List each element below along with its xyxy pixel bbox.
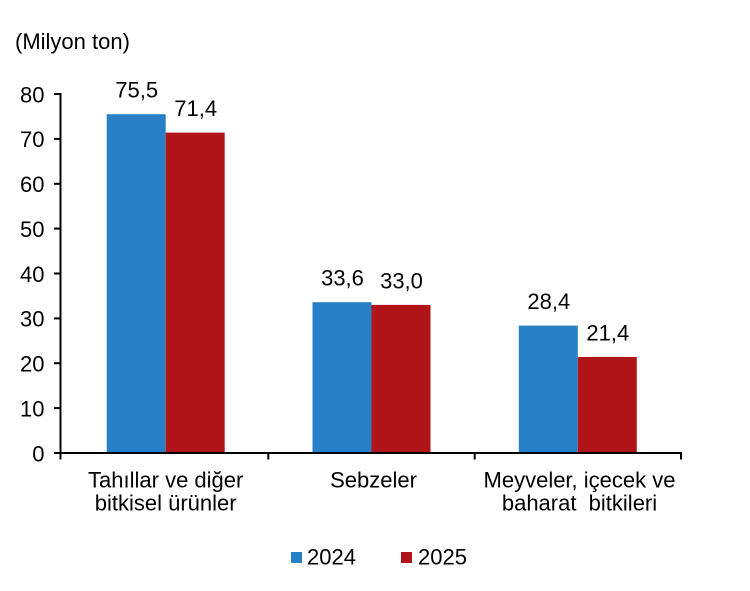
svg-text:20: 20 bbox=[20, 352, 44, 377]
svg-text:0: 0 bbox=[32, 441, 44, 466]
svg-text:Sebzeler: Sebzeler bbox=[330, 468, 417, 493]
svg-text:50: 50 bbox=[20, 217, 44, 242]
svg-text:Tahıllar ve diğer: Tahıllar ve diğer bbox=[88, 468, 243, 493]
svg-text:2025: 2025 bbox=[418, 545, 467, 570]
svg-text:33,0: 33,0 bbox=[380, 268, 423, 293]
svg-text:80: 80 bbox=[20, 82, 44, 107]
svg-text:Meyveler, içecek ve: Meyveler, içecek ve bbox=[484, 468, 676, 493]
svg-text:28,4: 28,4 bbox=[527, 289, 570, 314]
svg-text:21,4: 21,4 bbox=[586, 321, 629, 346]
svg-text:10: 10 bbox=[20, 396, 44, 421]
svg-text:40: 40 bbox=[20, 262, 44, 287]
svg-text:(Milyon ton): (Milyon ton) bbox=[15, 29, 130, 54]
svg-text:30: 30 bbox=[20, 307, 44, 332]
svg-text:bitkisel ürünler: bitkisel ürünler bbox=[95, 491, 237, 516]
svg-text:75,5: 75,5 bbox=[115, 78, 158, 103]
svg-text:baharat bitkileri: baharat bitkileri bbox=[502, 491, 657, 516]
svg-text:2024: 2024 bbox=[307, 545, 356, 570]
svg-text:71,4: 71,4 bbox=[174, 96, 217, 121]
svg-text:33,6: 33,6 bbox=[321, 266, 364, 291]
svg-text:60: 60 bbox=[20, 172, 44, 197]
svg-text:70: 70 bbox=[20, 127, 44, 152]
